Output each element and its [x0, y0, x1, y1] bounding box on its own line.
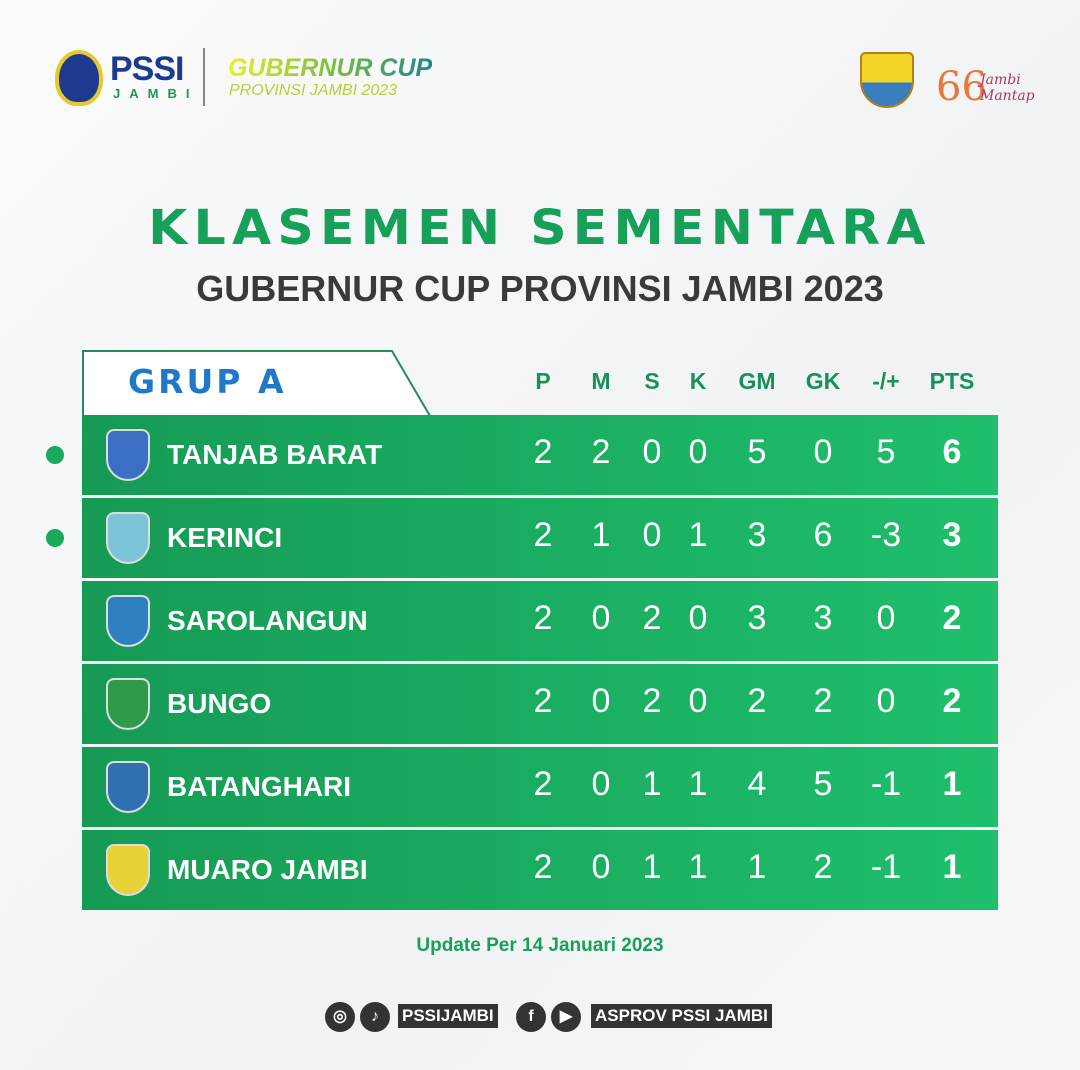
- stat-: -3: [870, 516, 902, 554]
- column-header: P: [535, 368, 551, 394]
- column-header: PTS: [929, 368, 975, 394]
- stat-gm: 5: [747, 433, 767, 471]
- stat-: 0: [876, 682, 896, 720]
- group-label: GRUP A: [128, 362, 287, 401]
- column-header: GM: [738, 368, 776, 394]
- pssi-org: PSSI: [110, 50, 184, 88]
- stat-m: 0: [591, 682, 611, 720]
- stat-k: 1: [688, 848, 708, 886]
- team-crest: [106, 595, 150, 647]
- pssi-org-sub: JAMBI: [113, 86, 199, 101]
- table-row: BATANGHARI 2 0 1 1 4 5 -1 1: [82, 747, 998, 827]
- stat-pts: 6: [942, 433, 962, 471]
- page-subtitle: GUBERNUR CUP PROVINSI JAMBI 2023: [196, 268, 884, 309]
- stat-gk: 6: [813, 516, 833, 554]
- stat-gm: 3: [747, 516, 767, 554]
- stat-s: 1: [642, 765, 662, 803]
- stat-: 5: [876, 433, 896, 471]
- stat-gm: 1: [747, 848, 767, 886]
- column-header: M: [591, 368, 611, 394]
- column-header: GK: [805, 368, 841, 394]
- stat-m: 0: [591, 765, 611, 803]
- cup-subtitle: PROVINSI JAMBI 2023: [229, 82, 398, 99]
- stat-pts: 2: [942, 599, 962, 637]
- social-handle-pssijambi[interactable]: PSSIJAMBI: [398, 1004, 498, 1028]
- stat-m: 0: [591, 599, 611, 637]
- tiktok-icon[interactable]: ♪: [360, 1002, 390, 1032]
- stat-p: 2: [533, 848, 553, 886]
- pssi-logo: [55, 50, 103, 106]
- table-row: SAROLANGUN 2 0 2 0 3 3 0 2: [82, 581, 998, 661]
- stat-: 0: [876, 599, 896, 637]
- stat-gk: 0: [813, 433, 833, 471]
- stat-m: 0: [591, 848, 611, 886]
- team-name: SAROLANGUN: [167, 605, 368, 636]
- stat-p: 2: [533, 682, 553, 720]
- stat-: -1: [870, 765, 902, 803]
- table-row: BUNGO 2 0 2 0 2 2 0 2: [82, 664, 998, 744]
- stat-k: 0: [688, 433, 708, 471]
- team-name: MUARO JAMBI: [167, 854, 368, 885]
- stat-gk: 3: [813, 599, 833, 637]
- stat-p: 2: [533, 765, 553, 803]
- stat-s: 0: [642, 433, 662, 471]
- stat-s: 0: [642, 516, 662, 554]
- stat-gm: 3: [747, 599, 767, 637]
- stat-s: 2: [642, 599, 662, 637]
- team-name: BUNGO: [167, 688, 272, 719]
- team-name: BATANGHARI: [167, 771, 352, 802]
- stat-gk: 2: [813, 682, 833, 720]
- stat-pts: 3: [942, 516, 962, 554]
- stat-pts: 1: [942, 765, 962, 803]
- column-header: S: [644, 368, 660, 394]
- stat-: -1: [870, 848, 902, 886]
- stat-s: 2: [642, 682, 662, 720]
- team-crest: [106, 678, 150, 730]
- team-crest: [106, 761, 150, 813]
- stat-p: 2: [533, 433, 553, 471]
- stat-k: 0: [688, 682, 708, 720]
- team-name: TANJAB BARAT: [167, 439, 383, 470]
- stat-gm: 4: [747, 765, 767, 803]
- facebook-icon[interactable]: f: [516, 1002, 546, 1032]
- team-crest: [106, 429, 150, 481]
- stat-k: 0: [688, 599, 708, 637]
- stat-p: 2: [533, 516, 553, 554]
- team-name: KERINCI: [167, 522, 283, 553]
- column-header: K: [689, 368, 707, 394]
- table-row: MUARO JAMBI 2 0 1 1 1 2 -1 1: [82, 830, 998, 910]
- instagram-icon[interactable]: ◎: [325, 1002, 355, 1032]
- jambi-anniversary-logo: 66 Jambi Mantap: [936, 50, 1035, 112]
- jambi-province-crest: [860, 52, 914, 108]
- youtube-icon[interactable]: ▶: [551, 1002, 581, 1032]
- table-row: KERINCI 2 1 0 1 3 6 -3 3: [82, 498, 998, 578]
- stat-k: 1: [688, 765, 708, 803]
- cup-title: GUBERNUR CUP: [228, 54, 433, 82]
- table-row: TANJAB BARAT 2 2 0 0 5 0 5 6: [82, 415, 998, 495]
- stat-pts: 2: [942, 682, 962, 720]
- qualification-dot: [46, 529, 64, 547]
- column-header: -/+: [872, 368, 900, 394]
- stat-pts: 1: [942, 848, 962, 886]
- qualification-dot: [46, 446, 64, 464]
- stat-m: 2: [591, 433, 611, 471]
- stat-k: 1: [688, 516, 708, 554]
- stat-gm: 2: [747, 682, 767, 720]
- anniv-text: Jambi Mantap: [980, 72, 1035, 104]
- stat-p: 2: [533, 599, 553, 637]
- group-tab: [82, 350, 431, 417]
- page-title: KLASEMEN SEMENTARA: [148, 200, 932, 256]
- stat-gk: 2: [813, 848, 833, 886]
- team-crest: [106, 512, 150, 564]
- team-crest: [106, 844, 150, 896]
- update-date: Update Per 14 Januari 2023: [416, 935, 664, 956]
- social-handle-asprov[interactable]: ASPROV PSSI JAMBI: [591, 1004, 772, 1028]
- stat-s: 1: [642, 848, 662, 886]
- header-divider: [203, 48, 205, 106]
- anniv-number: 66: [936, 64, 987, 110]
- stat-m: 1: [591, 516, 611, 554]
- stat-gk: 5: [813, 765, 833, 803]
